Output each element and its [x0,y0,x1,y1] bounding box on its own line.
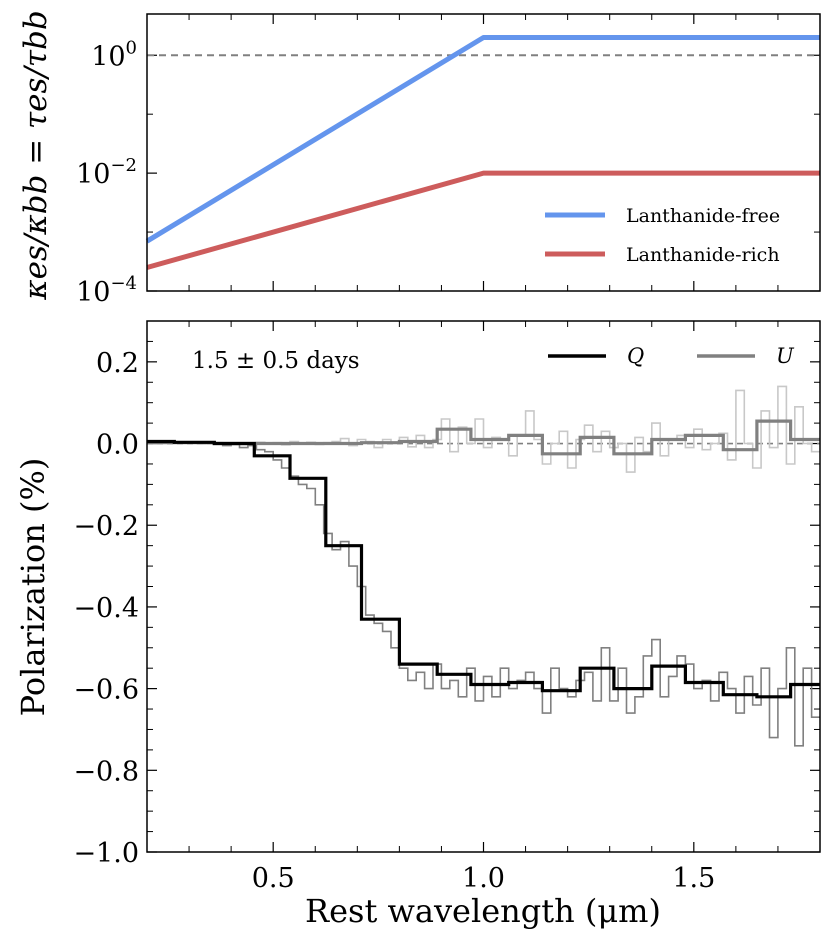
legend-label-lanthanide-rich: Lanthanide-rich [626,244,780,266]
series-step-u-fine [147,385,820,473]
epoch-annotation: 1.5 ± 0.5 days [192,348,360,374]
top-y-tick-label: 100 [91,37,137,72]
bottom-y-tick-label: 0.0 [96,430,139,461]
top-y-tick-exponent: −2 [110,155,137,176]
top-y-tick-label: 10−2 [76,155,137,190]
top-legend: Lanthanide-free Lanthanide-rich [545,205,780,266]
series-step-q [147,439,820,699]
bottom-x-tick-label: 1.0 [462,863,505,894]
bottom-y-tick-label: −1.0 [73,838,139,869]
bottom-y-tick-label: −0.6 [73,675,139,706]
series-step-q-fine [147,440,820,747]
legend-label-u: U [776,344,795,368]
series-step-u [147,419,820,456]
bottom-ticks [147,320,820,853]
bottom-x-tick-labels: 0.5 1.0 1.5 [252,863,716,894]
top-series [145,35,820,270]
bottom-y-tick-label: −0.8 [73,756,139,787]
bottom-y-axis-label: Polarization (%) [14,458,52,717]
top-y-tick-label: 10−4 [76,273,137,308]
top-y-tick-labels: 100 10−2 10−4 [76,37,137,308]
bottom-y-tick-labels: 0.2 0.0 −0.2 −0.4 −0.6 −0.8 −1.0 [73,348,139,869]
top-y-axis-label: κes/κbb = τes/τbb [18,10,54,300]
bottom-y-tick-label: 0.2 [96,348,139,379]
legend-label-lanthanide-free: Lanthanide-free [626,205,780,227]
legend-label-q: Q [627,344,644,368]
top-panel: 100 10−2 10−4 Lanthanide-free Lanthanide-r… [18,10,821,308]
bottom-legend: Q U [548,344,795,368]
top-axes-frame [146,13,821,292]
bottom-y-tick-label: −0.2 [73,511,139,542]
bottom-x-tick-label: 0.5 [252,863,295,894]
bottom-x-tick-label: 1.5 [672,863,715,894]
bottom-axes-frame [146,320,821,853]
bottom-panel: 0.2 0.0 −0.2 −0.4 −0.6 −0.8 −1.0 0.5 1.0 1.5 1.5… [14,320,821,930]
series-line-lanthanide-free [145,35,820,244]
bottom-series [147,385,820,747]
top-y-tick-exponent: 0 [126,37,137,58]
bottom-y-tick-label: −0.4 [73,593,139,624]
top-y-tick-exponent: −4 [110,273,137,294]
series-line-lanthanide-rich [146,170,820,270]
bottom-x-axis-label: Rest wavelength (μm) [305,892,661,930]
